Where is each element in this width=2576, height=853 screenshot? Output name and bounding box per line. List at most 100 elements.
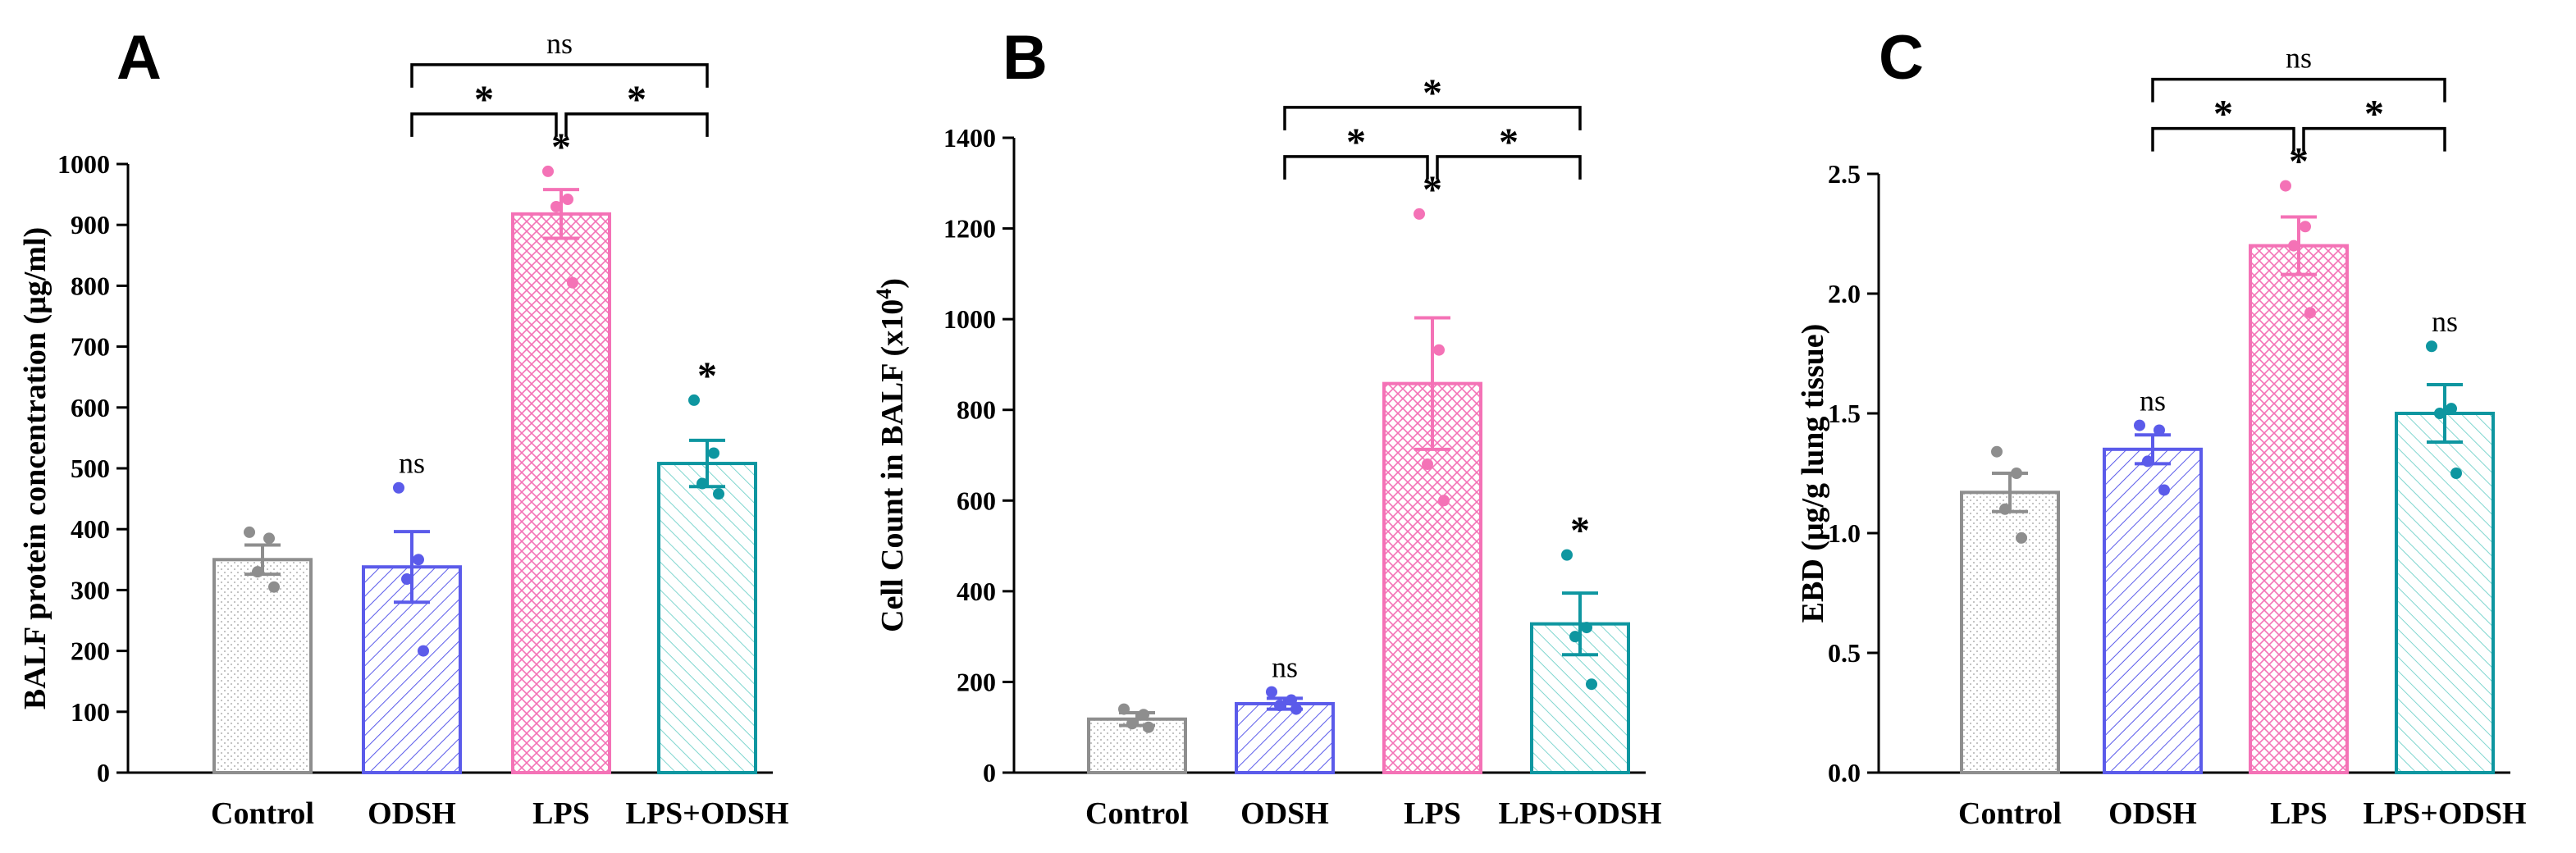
data-point [1143, 721, 1154, 733]
comparison-label: * [2213, 93, 2233, 136]
significance-label: * [551, 125, 571, 169]
x-tick-label: ODSH [2108, 796, 2197, 831]
data-point [2016, 531, 2027, 544]
y-tick-label: 0.5 [1828, 638, 1861, 668]
significance-label: ns [2140, 385, 2166, 417]
x-tick-label: Control [1958, 796, 2062, 831]
data-point [1290, 703, 1302, 715]
x-tick-label: LPS [532, 796, 590, 831]
data-point [1422, 458, 1433, 471]
data-point [697, 477, 708, 490]
comparison-bracket [2151, 126, 2295, 152]
data-point [550, 200, 562, 212]
panel-label-c: C [1879, 23, 1924, 93]
bar-lps [511, 212, 611, 774]
y-axis-title-main: Cell Count in BALF (x10 [875, 299, 910, 632]
y-axis-title-superscript: 4 [872, 289, 896, 299]
y-tick-label: 1000 [943, 304, 996, 334]
data-point [1126, 718, 1138, 730]
significance-label: ns [2432, 305, 2458, 338]
bar-lps-odsh [657, 462, 757, 775]
y-tick-label: 1.5 [1828, 399, 1861, 428]
bar-odsh [362, 565, 462, 774]
data-point [1286, 694, 1297, 706]
x-tick-label: LPS [2270, 796, 2327, 831]
significance-label: ns [1272, 651, 1298, 684]
data-point [2154, 424, 2165, 436]
comparison-label: * [1423, 71, 1442, 115]
y-tick-label: 200 [71, 636, 110, 666]
comparison-bracket [1283, 106, 1582, 130]
data-point [1999, 503, 2011, 515]
bar-control [212, 558, 313, 774]
comparison-bracket [2151, 77, 2446, 103]
data-point [2280, 180, 2291, 192]
data-point [2158, 484, 2170, 496]
bar-control [1087, 717, 1187, 775]
x-tick-label: LPS+ODSH [1498, 796, 1661, 831]
data-point [1266, 686, 1277, 698]
data-point [2304, 307, 2316, 319]
y-tick-label: 600 [957, 486, 996, 515]
significance-label: * [1423, 168, 1442, 212]
data-point [1438, 495, 1450, 507]
x-tick-label: LPS [1404, 796, 1461, 831]
significance-label: * [2289, 140, 2309, 184]
data-point [2446, 403, 2457, 415]
data-point [1414, 208, 1425, 220]
data-point [413, 554, 424, 566]
data-point [263, 532, 275, 545]
y-axis-title: EBD (μg/g lung tissue) [1796, 324, 1830, 623]
y-tick-label: 800 [957, 395, 996, 425]
y-tick-label: 300 [71, 575, 110, 604]
y-tick-label: 800 [71, 271, 110, 300]
comparison-label: * [2364, 93, 2384, 136]
data-point [713, 488, 724, 500]
y-tick-label: 2.5 [1828, 159, 1861, 189]
data-point [2300, 221, 2311, 233]
data-point [688, 394, 700, 406]
data-point [1586, 678, 1597, 691]
data-point [1433, 344, 1445, 356]
panel-label-b: B [1003, 23, 1048, 93]
y-tick-label: 0 [97, 758, 110, 787]
x-tick-label: Control [211, 796, 314, 831]
data-point [418, 645, 429, 657]
y-tick-label: 500 [71, 454, 110, 483]
y-tick-label: 200 [957, 667, 996, 696]
y-axis-title: Cell Count in BALF (x104) [872, 278, 911, 632]
data-point [542, 165, 554, 177]
significance-label: ns [399, 447, 425, 480]
y-tick-label: 400 [71, 514, 110, 544]
significance-label: * [697, 354, 717, 398]
chart-panel-b: 0 200 400 600 800 1000 1200 1400 Cell Count in B… [872, 71, 1662, 831]
chart-panel-a: 0 100 200 300 400 500 600 700 800 900 1000 BALF pro… [18, 27, 789, 831]
data-point [393, 481, 404, 494]
chart-panel-c: 0.0 0.5 1.0 1.5 2.0 2.5 EBD (μg/g lung tissue)… [1796, 42, 2527, 831]
comparison-bracket [410, 112, 558, 137]
data-point [562, 194, 573, 206]
data-point [268, 581, 280, 593]
bar-control [1960, 490, 2060, 774]
y-axis-title: BALF protein concentration (μg/ml) [18, 227, 53, 709]
y-tick-label: 0.0 [1828, 758, 1861, 787]
data-point [2288, 239, 2300, 252]
comparison-bracket [1283, 155, 1429, 180]
y-tick-label: 1400 [943, 123, 996, 153]
bar-lps [2249, 244, 2349, 775]
comparison-label: * [1346, 121, 1366, 164]
data-point [401, 573, 413, 586]
comparison-bracket [2302, 126, 2446, 152]
data-point [1569, 631, 1581, 643]
x-tick-label: LPS+ODSH [625, 796, 788, 831]
significance-label: * [1570, 509, 1590, 553]
y-tick-label: 0 [983, 758, 996, 787]
comparison-bracket [564, 112, 709, 137]
y-tick-label: 700 [71, 332, 110, 362]
data-point [1118, 703, 1130, 715]
data-point [2434, 408, 2446, 419]
y-tick-label: 400 [957, 577, 996, 606]
y-tick-label: 1000 [57, 149, 110, 179]
y-tick-label: 2.0 [1828, 279, 1861, 308]
